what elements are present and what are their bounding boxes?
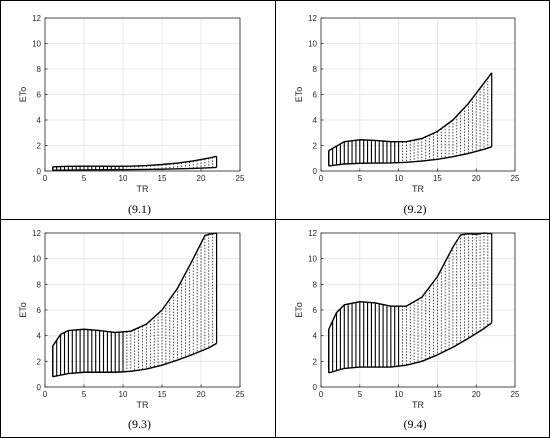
panel-caption: (9.2) (404, 202, 427, 216)
lower-bound-line (328, 322, 493, 374)
y-tick-label: 6 (37, 306, 42, 315)
y-axis-label: ETo (294, 87, 304, 103)
y-tick-label: 4 (313, 332, 318, 341)
x-tick-label: 15 (158, 390, 167, 399)
lower-bound-line (328, 146, 492, 167)
y-tick-label: 12 (308, 14, 317, 23)
x-axis-label: TR (412, 400, 424, 410)
panel-caption: (9.3) (128, 417, 151, 431)
lower-bound-line (52, 166, 217, 172)
upper-bound-line (52, 232, 217, 347)
y-tick-label: 10 (32, 255, 41, 264)
upper-bound-line (328, 72, 493, 152)
y-tick-label: 8 (313, 65, 318, 74)
y-tick-label: 4 (37, 116, 42, 125)
lower-bound-line (52, 342, 217, 378)
y-tick-label: 8 (37, 65, 42, 74)
y-tick-label: 10 (308, 255, 317, 264)
x-tick-label: 10 (119, 390, 128, 399)
chart-panel-3: 0 5 10 15 20 25 0 2 4 6 8 10 12 TR ETo (9.3) (18, 229, 245, 431)
x-axis-label: TR (137, 184, 149, 194)
y-tick-label: 2 (37, 142, 42, 151)
band-hatching (328, 233, 493, 373)
x-axis-label: TR (412, 184, 424, 194)
panel-caption: (9.4) (404, 417, 427, 431)
y-tick-label: 0 (37, 383, 42, 392)
x-tick-label: 0 (43, 174, 48, 183)
x-axis-label: TR (137, 400, 149, 410)
x-tick-label: 25 (236, 390, 245, 399)
y-tick-label: 2 (37, 357, 42, 366)
y-tick-label: 12 (32, 229, 41, 238)
x-tick-label: 25 (511, 390, 520, 399)
y-tick-label: 6 (37, 91, 42, 100)
x-tick-label: 0 (319, 390, 324, 399)
y-tick-label: 10 (32, 40, 41, 49)
x-tick-label: 0 (319, 174, 324, 183)
y-tick-label: 0 (37, 167, 42, 176)
x-tick-label: 20 (472, 390, 481, 399)
x-tick-label: 15 (433, 390, 442, 399)
y-tick-label: 4 (313, 116, 318, 125)
y-tick-label: 8 (37, 280, 42, 289)
panel-caption: (9.1) (128, 202, 151, 216)
x-tick-label: 5 (82, 390, 87, 399)
y-axis-label: ETo (18, 87, 28, 103)
x-tick-label: 20 (197, 390, 206, 399)
y-tick-label: 12 (32, 14, 41, 23)
y-tick-label: 10 (308, 40, 317, 49)
y-tick-label: 8 (313, 280, 318, 289)
x-tick-label: 25 (511, 174, 520, 183)
y-tick-label: 6 (313, 91, 318, 100)
chart-panel-1: 0 5 10 15 20 25 0 2 4 6 8 10 12 TR ETo (9.1) (18, 14, 245, 216)
chart-panel-2: 0 5 10 15 20 25 0 2 4 6 8 10 12 TR ETo (9.2) (294, 14, 520, 216)
x-tick-label: 10 (394, 174, 403, 183)
x-tick-label: 5 (358, 174, 363, 183)
y-tick-label: 6 (313, 306, 318, 315)
y-tick-label: 2 (313, 142, 318, 151)
y-tick-label: 12 (308, 229, 317, 238)
x-tick-label: 15 (158, 174, 167, 183)
y-axis-label: ETo (294, 302, 304, 318)
x-tick-label: 25 (236, 174, 245, 183)
x-tick-label: 0 (43, 390, 48, 399)
y-axis-label: ETo (18, 302, 28, 318)
y-tick-label: 0 (313, 167, 318, 176)
x-tick-label: 20 (472, 174, 481, 183)
x-tick-label: 5 (82, 174, 87, 183)
y-tick-label: 0 (313, 383, 318, 392)
chart-panel-4: 0 5 10 15 20 25 0 2 4 6 8 10 12 TR ETo (9.4) (294, 229, 520, 431)
x-tick-label: 20 (197, 174, 206, 183)
y-tick-label: 2 (313, 357, 318, 366)
x-tick-label: 10 (119, 174, 128, 183)
x-tick-label: 5 (358, 390, 363, 399)
y-tick-label: 4 (37, 332, 42, 341)
x-tick-label: 15 (433, 174, 442, 183)
upper-bound-line (328, 232, 492, 330)
upper-bound-line (52, 155, 217, 168)
x-tick-label: 10 (394, 390, 403, 399)
